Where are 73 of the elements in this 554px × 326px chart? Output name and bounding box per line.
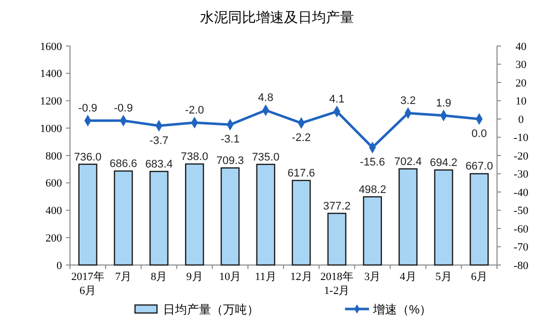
- y-tick-label: 0: [56, 260, 62, 272]
- data-label: 4.8: [258, 92, 274, 104]
- x-tick-label: 7月: [115, 271, 132, 283]
- bar: [470, 173, 489, 266]
- bar: [114, 170, 133, 266]
- y-tick-label: 600: [46, 178, 62, 190]
- x-tick-label: 2018年 1-2月: [320, 271, 354, 297]
- data-label: 702.4: [394, 156, 422, 168]
- y-tick-label: 200: [46, 232, 62, 244]
- data-label: 686.6: [110, 158, 138, 170]
- data-label: -0.9: [114, 102, 133, 115]
- data-label: 1.9: [436, 98, 452, 110]
- y-tick-label: 1600: [40, 40, 62, 53]
- data-label: 683.4: [145, 158, 173, 170]
- y2-tick-label: 40: [516, 40, 527, 53]
- legend-label: 日均产量（万吨）: [163, 302, 259, 317]
- x-tick-label: 10月: [219, 271, 242, 283]
- bar: [327, 212, 346, 266]
- y2-tick-label: -10: [514, 132, 529, 144]
- chart-title: 水泥同比增速及日均产量: [200, 9, 354, 25]
- data-label: 709.3: [216, 154, 244, 167]
- y2-tick-label: -40: [514, 186, 529, 199]
- data-label: -2.0: [185, 104, 204, 117]
- y2-tick-label: 10: [516, 96, 527, 108]
- bar: [78, 164, 98, 266]
- data-label: 667.0: [465, 160, 493, 173]
- data-label: 694.2: [430, 156, 458, 169]
- data-label: -15.6: [360, 156, 385, 168]
- x-tick-label: 11月: [254, 271, 277, 283]
- y-tick-label: 1200: [40, 96, 62, 108]
- y-tick-label: 1400: [40, 68, 62, 80]
- data-label: -3.1: [220, 134, 240, 146]
- y-tick-label: 400: [46, 205, 62, 218]
- data-label: 4.1: [329, 94, 345, 106]
- y2-tick-label: 30: [516, 59, 527, 72]
- bar: [362, 196, 382, 266]
- data-label: 3.2: [400, 95, 416, 108]
- y2-tick-label: -20: [514, 150, 529, 162]
- data-label: 377.2: [323, 200, 351, 212]
- x-tick-label: 9月: [186, 271, 203, 283]
- y-tick-label: 1000: [40, 122, 62, 135]
- data-label: 0.0: [472, 128, 487, 140]
- x-tick-label: 12月: [290, 271, 312, 283]
- data-label: 617.6: [288, 167, 316, 180]
- y2-tick-label: 20: [516, 77, 527, 90]
- data-label: 498.2: [358, 184, 386, 196]
- bar: [398, 168, 418, 266]
- data-label: -2.2: [292, 132, 311, 144]
- bar: [149, 170, 168, 266]
- bar: [220, 167, 240, 266]
- x-tick-label: 4月: [400, 271, 416, 283]
- data-label: 736.0: [74, 151, 102, 164]
- y2-tick-label: 0: [518, 114, 524, 126]
- legend-label: 增速（%）: [372, 302, 432, 317]
- bar: [256, 164, 276, 266]
- x-tick-label: 5月: [435, 271, 452, 283]
- data-label: 738.0: [180, 150, 208, 163]
- y2-tick-label: -80: [514, 260, 529, 272]
- bar: [292, 180, 311, 266]
- x-tick-label: 3月: [364, 271, 381, 283]
- y2-tick-label: -70: [514, 242, 529, 254]
- data-label: -0.9: [78, 102, 98, 115]
- x-tick-label: 8月: [150, 271, 168, 283]
- y2-tick-label: -50: [514, 205, 529, 218]
- y2-tick-label: -30: [514, 168, 529, 181]
- y-tick-label: 800: [46, 150, 62, 162]
- data-label: -3.7: [149, 134, 168, 147]
- y2-tick-label: -60: [514, 223, 529, 236]
- bar: [185, 163, 204, 266]
- data-label: 735.0: [252, 151, 280, 164]
- bar: [434, 169, 454, 266]
- x-tick-label: 2017年 6月: [71, 271, 104, 297]
- x-tick-label: 6月: [470, 271, 488, 283]
